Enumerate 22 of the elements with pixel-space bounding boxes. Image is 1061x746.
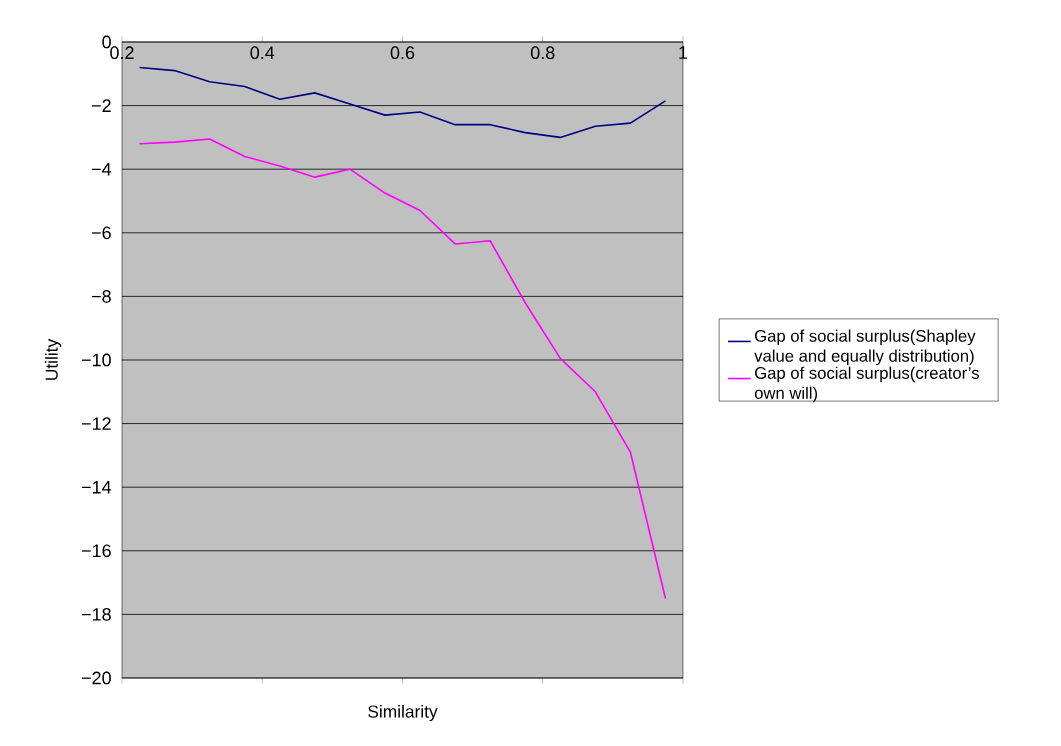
y-axis-title: Utility [45,338,62,380]
y-tick-label: −18 [81,608,111,621]
line-series [138,66,667,139]
x-tick-label: 1 [679,46,688,59]
legend-label: Gap of social surplus(creator’s own will) [754,366,979,403]
y-tick-label: −10 [81,353,111,367]
y-tick-label: −16 [81,544,111,558]
y-tick-label: −14 [81,481,112,494]
y-tick-label: 0 [102,35,111,49]
y-tick-label: −2 [91,99,111,112]
legend-label: Gap of social surplus(Shapley value and equally distribution) [754,329,976,366]
y-tick-label: −8 [91,290,111,303]
x-tick-label: 0.2 [110,46,134,60]
x-tick-label: 0.6 [390,46,415,60]
y-tick-label: −12 [81,417,111,430]
x-axis-title: Similarity [368,704,438,722]
y-tick-label: −20 [81,671,111,685]
y-tick-label: −4 [91,163,112,176]
x-tick-label: 0.4 [250,46,275,60]
x-tick-label: 0.8 [530,46,555,60]
line-series [138,138,667,600]
y-tick-label: −6 [91,226,111,240]
